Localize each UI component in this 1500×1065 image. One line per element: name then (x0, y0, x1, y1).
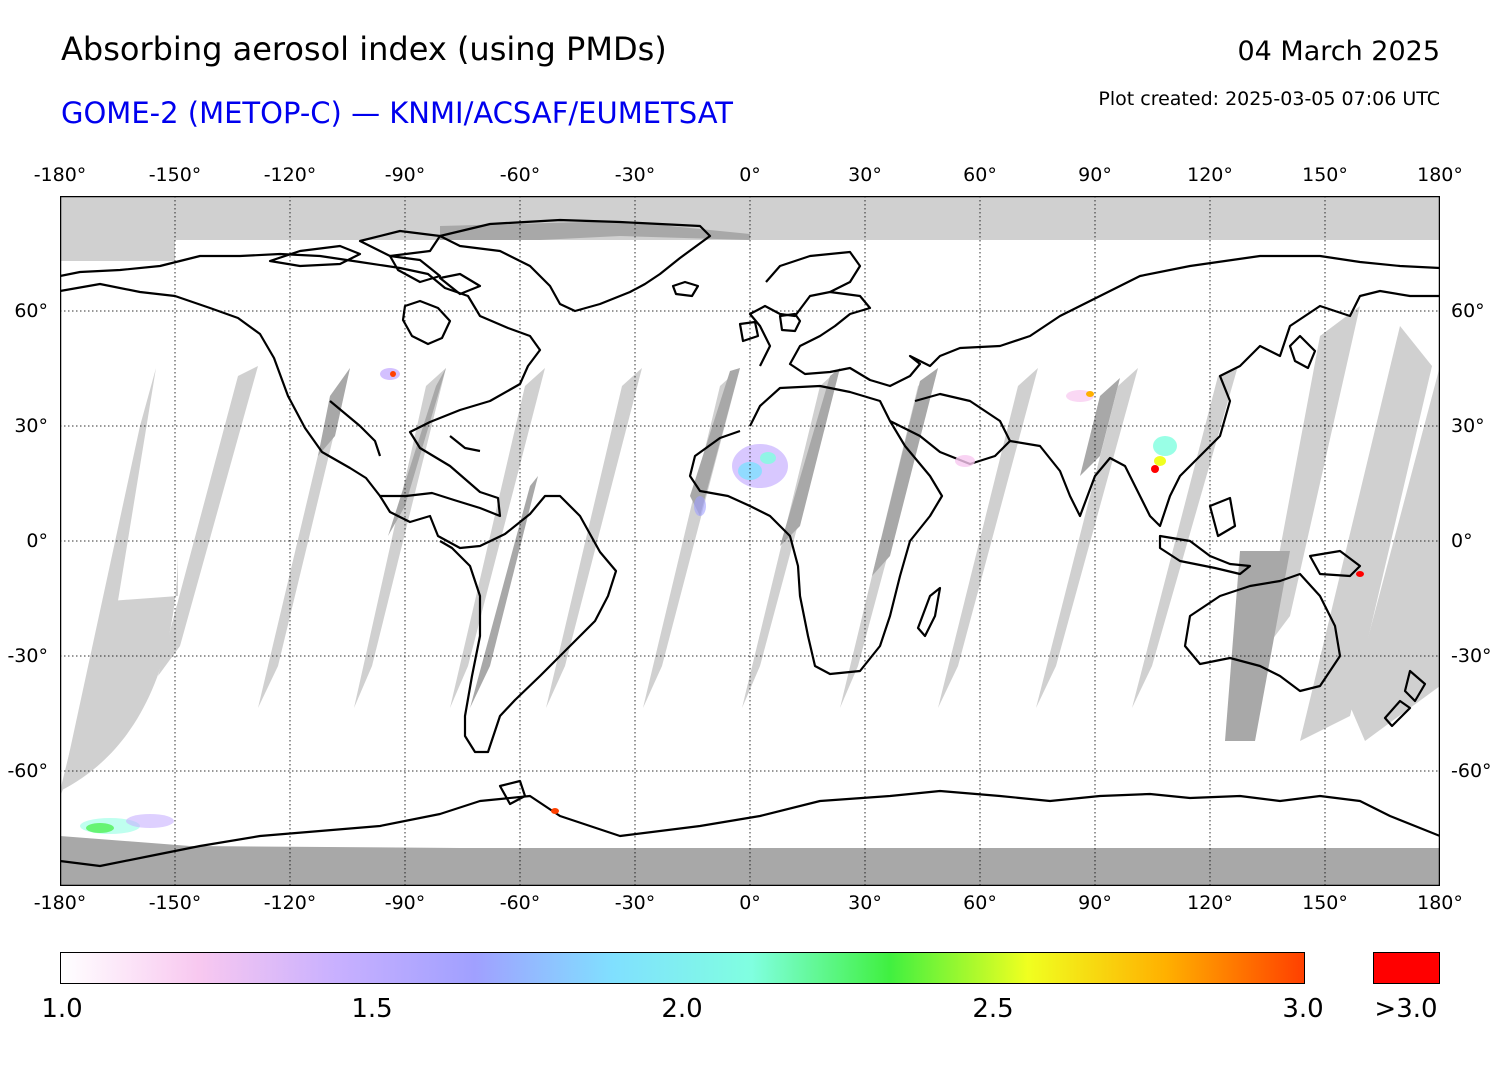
map-frame (60, 196, 1440, 886)
lon-tick-bottom: -60° (499, 892, 541, 914)
lon-tick-top: -30° (614, 164, 656, 186)
lat-tick-right: -30° (1451, 645, 1492, 667)
lon-tick-top: -90° (384, 164, 426, 186)
aerosol-index-map (60, 196, 1440, 886)
lon-tick-bottom: -30° (614, 892, 656, 914)
colorbar-over-swatch (1373, 952, 1440, 984)
map-subtitle: GOME-2 (METOP-C) — KNMI/ACSAF/EUMETSAT (61, 96, 734, 130)
lon-tick-bottom: -120° (263, 892, 317, 914)
lat-tick-right: 60° (1451, 300, 1485, 322)
lat-tick-left: -30° (7, 645, 48, 667)
colorbar-tick-label: 1.0 (41, 994, 83, 1024)
lon-tick-bottom: -180° (33, 892, 87, 914)
lon-tick-bottom: 120° (1187, 892, 1233, 914)
lon-tick-bottom: 60° (963, 892, 997, 914)
lon-tick-top: -120° (263, 164, 317, 186)
lon-tick-top: 120° (1187, 164, 1233, 186)
lon-tick-top: -180° (33, 164, 87, 186)
observation-date: 04 March 2025 (1237, 36, 1440, 67)
colorbar-tick-label: 2.5 (972, 994, 1014, 1024)
lon-tick-top: 90° (1078, 164, 1112, 186)
lon-tick-bottom: -90° (384, 892, 426, 914)
lon-tick-top: 150° (1302, 164, 1348, 186)
graticule (60, 196, 1440, 886)
lat-tick-left: -60° (7, 760, 48, 782)
coastlines (60, 218, 1440, 868)
lon-tick-top: 30° (848, 164, 882, 186)
lon-tick-bottom: 180° (1417, 892, 1463, 914)
lon-tick-bottom: 0° (739, 892, 761, 914)
lon-tick-bottom: 30° (848, 892, 882, 914)
plot-created-timestamp: Plot created: 2025-03-05 07:06 UTC (1098, 88, 1440, 110)
lat-tick-left: 30° (14, 415, 48, 437)
no-data-swaths-dark (318, 368, 1290, 741)
colorbar-over-label: >3.0 (1374, 994, 1438, 1024)
lat-tick-left: 60° (14, 300, 48, 322)
lon-tick-top: 180° (1417, 164, 1463, 186)
colorbar (60, 952, 1305, 984)
no-data-polar (60, 196, 1440, 886)
colorbar-tick-label: 3.0 (1282, 994, 1324, 1024)
lon-tick-bottom: -150° (148, 892, 202, 914)
colorbar-tick-label: 2.0 (661, 994, 703, 1024)
lon-tick-bottom: 90° (1078, 892, 1112, 914)
lat-tick-right: -60° (1451, 760, 1492, 782)
lon-tick-top: -60° (499, 164, 541, 186)
colorbar-tick-label: 1.5 (351, 994, 393, 1024)
lat-tick-left: 0° (26, 530, 48, 552)
lon-tick-top: 60° (963, 164, 997, 186)
lon-tick-top: -150° (148, 164, 202, 186)
lat-tick-right: 0° (1451, 530, 1473, 552)
aerosol-pixels (80, 368, 1364, 834)
map-title: Absorbing aerosol index (using PMDs) (61, 30, 667, 68)
lon-tick-top: 0° (739, 164, 761, 186)
lat-tick-right: 30° (1451, 415, 1485, 437)
lon-tick-bottom: 150° (1302, 892, 1348, 914)
